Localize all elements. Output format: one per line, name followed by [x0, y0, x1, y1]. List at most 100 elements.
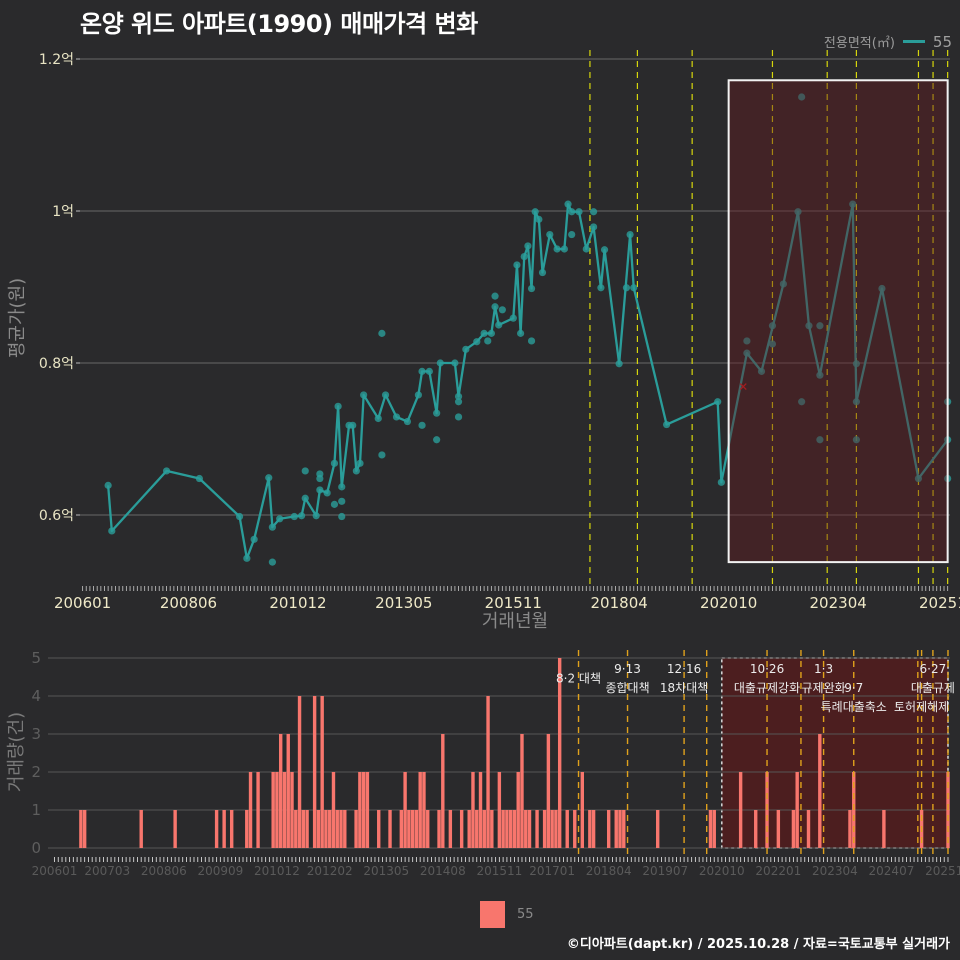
volume-bar [279, 734, 283, 848]
data-point [425, 367, 433, 375]
data-point [316, 474, 324, 483]
volume-bar [573, 810, 577, 848]
policy-annotation: 8·2 대책 [556, 671, 601, 686]
x-tick-label: 202510 [919, 594, 960, 612]
data-point [392, 413, 401, 421]
policy-annotation: 대출규제 [911, 681, 955, 695]
data-point [403, 417, 412, 426]
volume-bar [294, 810, 298, 848]
volume-bar [738, 772, 743, 848]
volume-bar [557, 658, 562, 848]
data-point [768, 340, 777, 348]
volume-bar [482, 810, 486, 848]
volume-bar [818, 734, 822, 848]
x-tick-label: 201012 [269, 594, 326, 612]
data-point [743, 349, 751, 357]
data-point [520, 253, 528, 261]
policy-annotation: 6·27 [920, 662, 947, 676]
data-point [743, 337, 751, 345]
policy-annotation: 종합대책 [605, 680, 649, 695]
volume-bar [173, 810, 177, 848]
volume-bar [448, 810, 453, 848]
data-point [498, 306, 506, 314]
volume-bar [328, 810, 332, 848]
data-point [451, 359, 459, 367]
volume-bar [365, 772, 370, 848]
volume-bar [82, 810, 87, 848]
volume-bar [305, 810, 309, 848]
volume-bar [388, 810, 392, 848]
data-point [768, 322, 777, 330]
y-tick-label: 1 [31, 801, 41, 819]
data-point [560, 245, 569, 253]
x-tick-label: 200806 [160, 594, 217, 612]
volume-bar [795, 772, 799, 848]
data-point [852, 436, 861, 444]
x-tick-label: 200909 [197, 864, 243, 878]
volume-bar [339, 810, 343, 848]
y-tick-label: 0 [31, 839, 41, 857]
data-point [794, 208, 802, 216]
x-tick-label: 200703 [84, 864, 130, 878]
data-point [798, 93, 806, 101]
data-point [524, 242, 532, 250]
policy-annotation: 토허제해제 [894, 700, 949, 714]
data-point [268, 558, 276, 566]
volume-bar [79, 810, 83, 848]
data-point [816, 322, 824, 330]
policy-annotation: 12·16 [667, 662, 701, 676]
data-point [491, 303, 499, 311]
data-point [538, 268, 547, 277]
data-point [816, 371, 824, 379]
highlight-box [720, 657, 949, 849]
data-point [323, 489, 331, 497]
volume-bar [331, 772, 336, 848]
volume-bar [542, 810, 547, 848]
data-point [418, 367, 426, 375]
y-tick-label: 3 [31, 725, 41, 743]
volume-bar [316, 810, 321, 848]
volume-bar [508, 810, 513, 848]
volume-bar [606, 810, 611, 848]
volume-bar [297, 696, 302, 848]
data-point [250, 535, 258, 543]
legend-bar-swatch-icon [480, 901, 505, 928]
data-point [714, 398, 722, 406]
data-point [513, 261, 521, 269]
volume-legend: 55 [480, 901, 534, 928]
policy-annotation: 18차대책 [660, 680, 708, 695]
x-tick-label: 201804 [591, 594, 648, 612]
data-point [454, 398, 463, 406]
data-point [276, 515, 284, 523]
volume-bar [361, 772, 366, 848]
data-point [195, 474, 203, 483]
x-tick-label: 201012 [254, 864, 300, 878]
data-point [330, 500, 339, 508]
volume-bar [618, 810, 622, 848]
data-point [480, 329, 488, 337]
data-point [312, 512, 320, 520]
data-point [553, 245, 561, 253]
volume-bar [248, 772, 253, 848]
data-point [816, 436, 824, 444]
volume-bar [527, 810, 532, 848]
data-point [630, 284, 638, 292]
data-point [615, 360, 623, 368]
volume-bar [524, 810, 528, 848]
volume-bar [512, 810, 517, 848]
volume-bar [214, 810, 219, 848]
volume-bar [139, 810, 143, 848]
data-point [575, 208, 583, 216]
y-tick-label: 0.8억 [39, 356, 74, 372]
data-point [878, 284, 886, 293]
policy-annotation: 9·13 [614, 662, 641, 676]
y-tick-label: 5 [31, 649, 41, 667]
policy-annotation: 특례대출축소 [821, 700, 887, 714]
volume-bar [324, 810, 328, 848]
data-point [462, 345, 470, 353]
volume-bar [301, 810, 306, 848]
y-axis-title: 평균가(원) [7, 278, 28, 358]
x-tick-label: 201511 [476, 864, 522, 878]
volume-bar [358, 772, 362, 848]
